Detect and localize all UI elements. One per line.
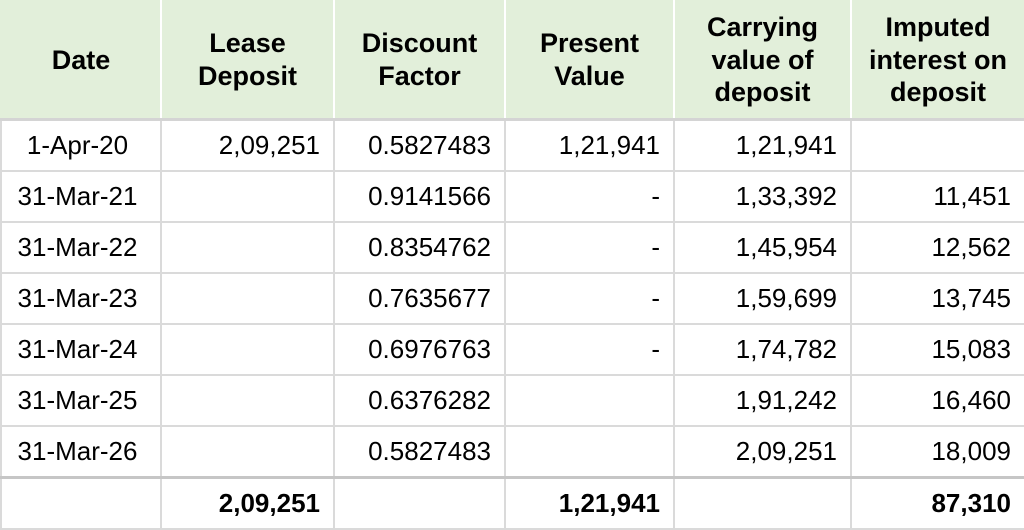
cell-total-carrying-value — [673, 476, 852, 530]
cell-present-value — [504, 425, 675, 479]
cell-discount-factor: 0.6376282 — [333, 374, 506, 427]
cell-carrying-value: 1,33,392 — [673, 170, 852, 223]
header-row: Date Lease Deposit Discount Factor Prese… — [0, 0, 1024, 121]
cell-discount-factor: 0.7635677 — [333, 272, 506, 325]
column-header-discount-factor: Discount Factor — [333, 0, 506, 121]
cell-date: 31-Mar-26 — [0, 425, 162, 479]
cell-imputed-interest: 18,009 — [850, 425, 1024, 479]
cell-imputed-interest: 12,562 — [850, 221, 1024, 274]
cell-imputed-interest — [850, 118, 1024, 172]
cell-imputed-interest: 15,083 — [850, 323, 1024, 376]
cell-total-present-value: 1,21,941 — [504, 476, 675, 530]
cell-date: 1-Apr-20 — [0, 118, 162, 172]
table-row: 31-Mar-23 0.7635677 - 1,59,699 13,745 — [0, 272, 1024, 325]
cell-present-value: - — [504, 221, 675, 274]
cell-carrying-value: 1,91,242 — [673, 374, 852, 427]
cell-date: 31-Mar-24 — [0, 323, 162, 376]
cell-carrying-value: 2,09,251 — [673, 425, 852, 479]
cell-discount-factor: 0.8354762 — [333, 221, 506, 274]
cell-lease-deposit — [160, 170, 335, 223]
cell-lease-deposit — [160, 374, 335, 427]
cell-present-value: - — [504, 272, 675, 325]
cell-lease-deposit — [160, 425, 335, 479]
cell-imputed-interest: 13,745 — [850, 272, 1024, 325]
column-header-lease-deposit: Lease Deposit — [160, 0, 335, 121]
cell-carrying-value: 1,59,699 — [673, 272, 852, 325]
cell-discount-factor: 0.6976763 — [333, 323, 506, 376]
cell-present-value: 1,21,941 — [504, 118, 675, 172]
column-header-imputed-interest: Imputed interest on deposit — [850, 0, 1024, 121]
column-header-present-value: Present Value — [504, 0, 675, 121]
cell-total-lease-deposit: 2,09,251 — [160, 476, 335, 530]
column-header-carrying-value: Carrying value of deposit — [673, 0, 852, 121]
cell-discount-factor: 0.9141566 — [333, 170, 506, 223]
table-row: 31-Mar-26 0.5827483 2,09,251 18,009 — [0, 425, 1024, 479]
cell-total-discount-factor — [333, 476, 506, 530]
cell-discount-factor: 0.5827483 — [333, 118, 506, 172]
cell-imputed-interest: 11,451 — [850, 170, 1024, 223]
cell-date: 31-Mar-21 — [0, 170, 162, 223]
cell-total-imputed-interest: 87,310 — [850, 476, 1024, 530]
cell-carrying-value: 1,74,782 — [673, 323, 852, 376]
cell-present-value — [504, 374, 675, 427]
cell-carrying-value: 1,21,941 — [673, 118, 852, 172]
cell-lease-deposit — [160, 272, 335, 325]
cell-lease-deposit — [160, 221, 335, 274]
cell-date: 31-Mar-23 — [0, 272, 162, 325]
table-row: 31-Mar-21 0.9141566 - 1,33,392 11,451 — [0, 170, 1024, 223]
cell-discount-factor: 0.5827483 — [333, 425, 506, 479]
cell-present-value: - — [504, 323, 675, 376]
table-row: 31-Mar-22 0.8354762 - 1,45,954 12,562 — [0, 221, 1024, 274]
table-row: 31-Mar-25 0.6376282 1,91,242 16,460 — [0, 374, 1024, 427]
column-header-date: Date — [0, 0, 162, 121]
table-row: 31-Mar-24 0.6976763 - 1,74,782 15,083 — [0, 323, 1024, 376]
cell-total-date — [0, 476, 162, 530]
table-row: 1-Apr-20 2,09,251 0.5827483 1,21,941 1,2… — [0, 118, 1024, 172]
cell-lease-deposit — [160, 323, 335, 376]
total-row: 2,09,251 1,21,941 87,310 — [0, 476, 1024, 530]
cell-lease-deposit: 2,09,251 — [160, 118, 335, 172]
cell-date: 31-Mar-22 — [0, 221, 162, 274]
cell-present-value: - — [504, 170, 675, 223]
cell-imputed-interest: 16,460 — [850, 374, 1024, 427]
cell-carrying-value: 1,45,954 — [673, 221, 852, 274]
cell-date: 31-Mar-25 — [0, 374, 162, 427]
